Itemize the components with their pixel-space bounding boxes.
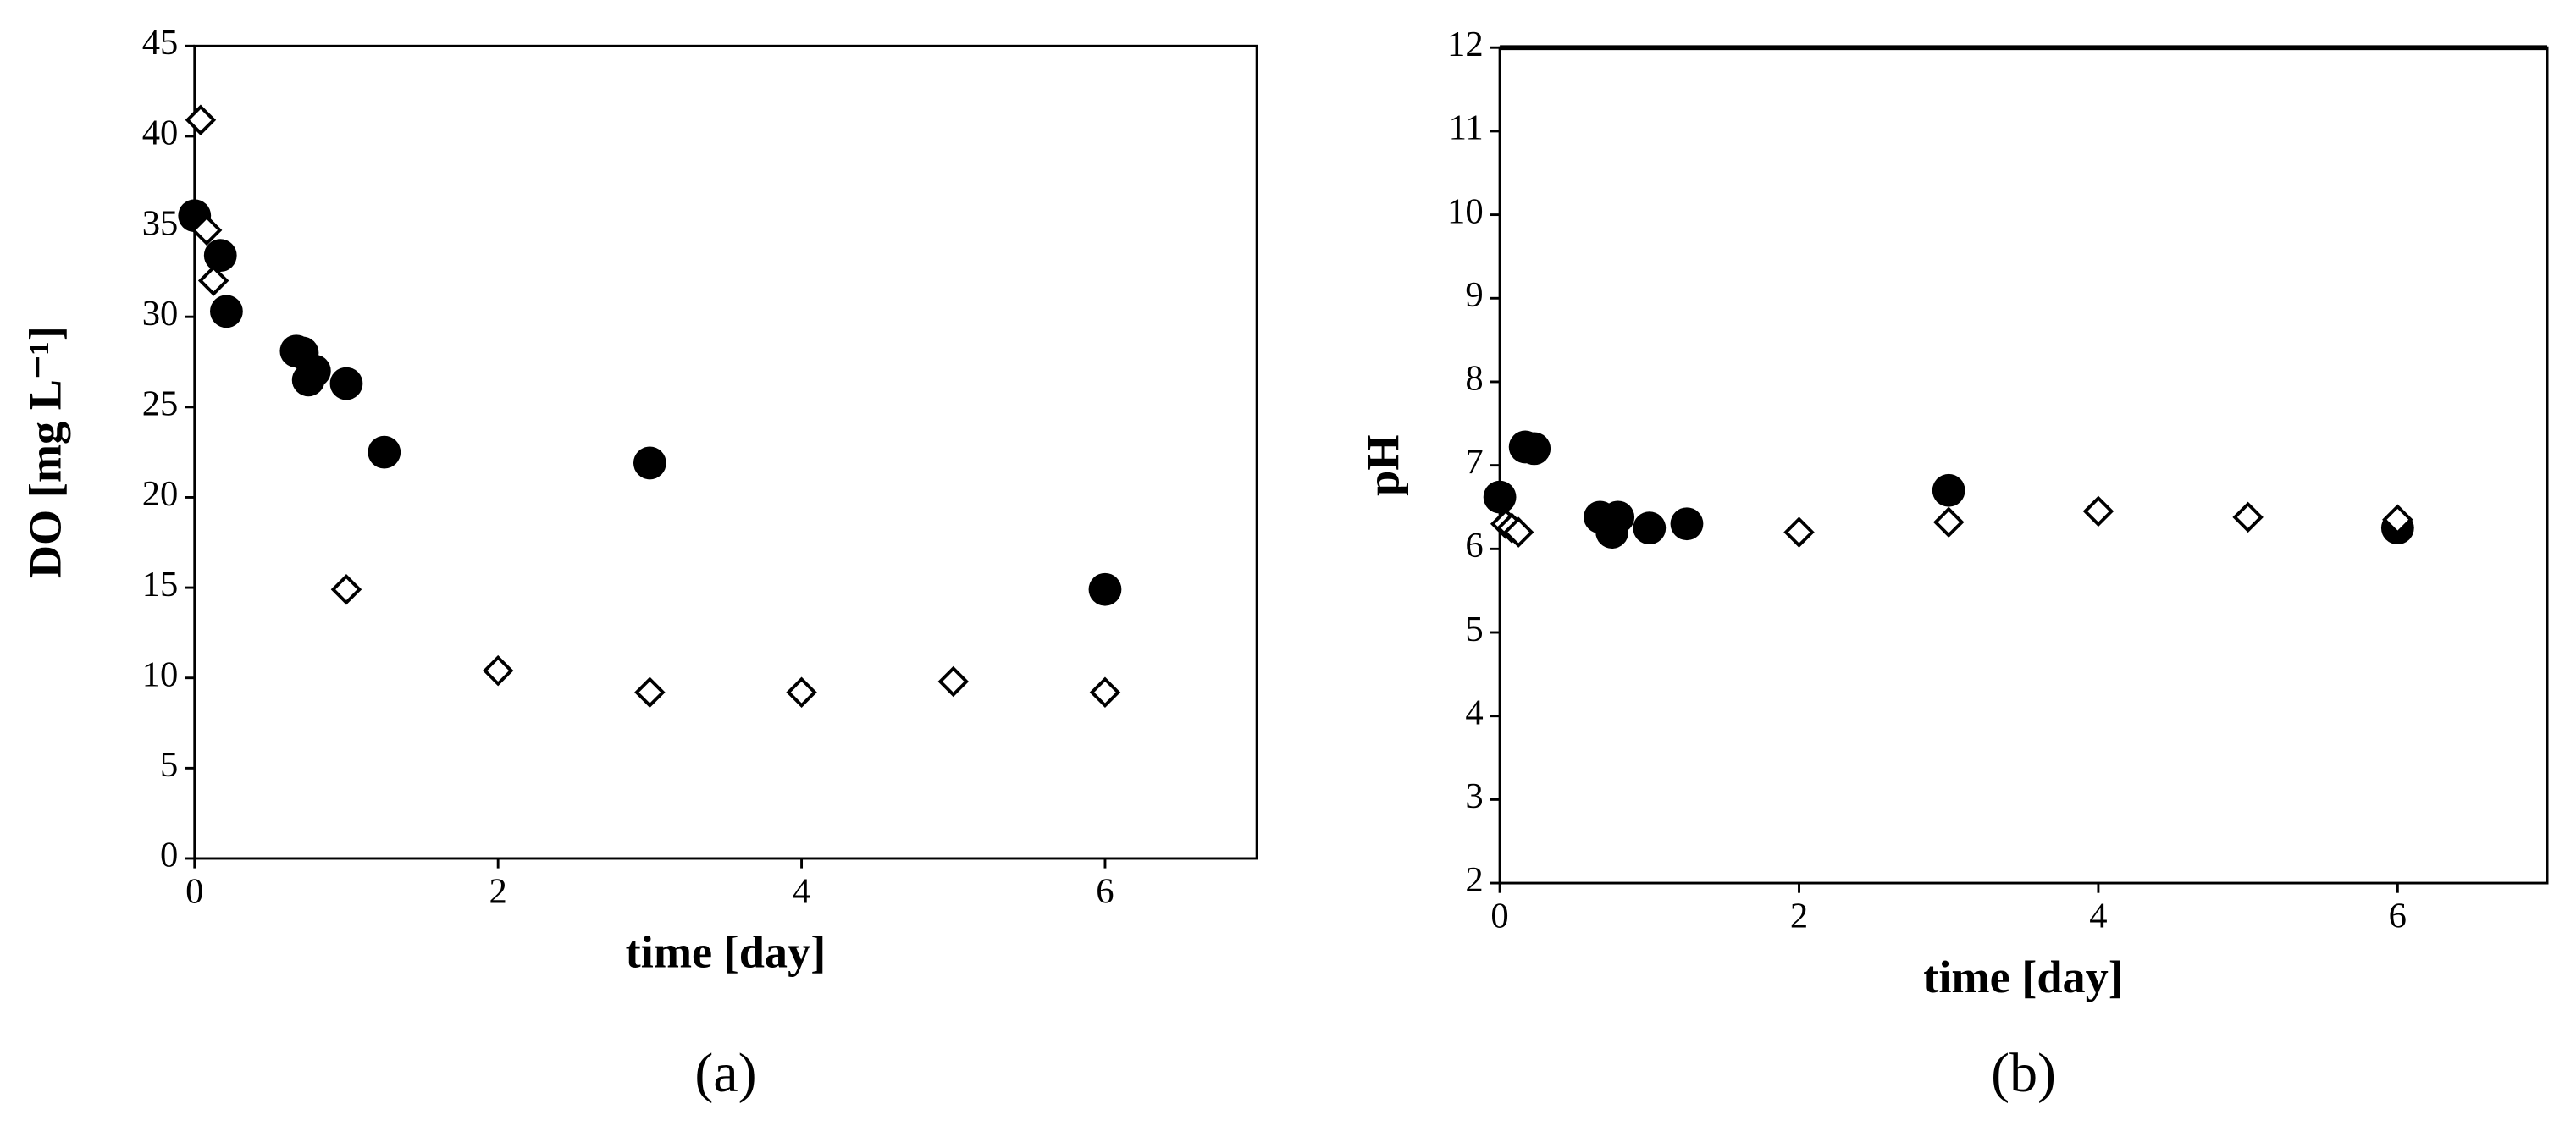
y-tick-label: 10	[142, 654, 179, 694]
diamond-point	[482, 654, 514, 687]
diamond-point	[191, 214, 223, 246]
diamond-point	[330, 573, 362, 605]
circle-point	[1932, 473, 1965, 507]
y-tick-label: 35	[142, 203, 179, 243]
diamond-point	[2382, 504, 2413, 536]
x-tick-label: 0	[185, 871, 203, 911]
circle-point	[291, 363, 325, 397]
diamond-point	[197, 265, 229, 296]
y-tick-label: 10	[1447, 191, 1484, 231]
plot-frame	[193, 44, 1258, 860]
y-tick-label: 6	[1465, 526, 1483, 566]
x-axis-label: time [day]	[1923, 952, 2124, 1002]
y-axis-label: pH	[1358, 434, 1409, 495]
y-tick-label: 25	[142, 384, 179, 424]
diamond-point	[185, 104, 217, 135]
y-tick-label: 20	[142, 474, 179, 514]
y-tick-label: 45	[142, 23, 179, 63]
y-tick-label: 15	[142, 565, 179, 604]
circle-point	[1517, 432, 1551, 466]
x-tick-label: 4	[2089, 896, 2107, 936]
y-tick-label: 5	[1465, 610, 1483, 649]
diamond-point	[937, 665, 970, 698]
diamond-point	[786, 676, 817, 709]
y-tick-label: 30	[142, 294, 179, 334]
diamond-point	[634, 676, 666, 709]
y-tick-label: 9	[1465, 275, 1483, 315]
diamond-point	[1502, 516, 1534, 548]
circle-point	[1670, 507, 1704, 541]
y-tick-label: 4	[1465, 693, 1483, 732]
diamond-point	[1783, 516, 1815, 548]
y-axis-label: DO [mg L⁻¹]	[20, 326, 71, 578]
circle-point	[633, 446, 666, 480]
panel-label: (a)	[694, 1042, 756, 1104]
plot-frame	[1498, 46, 2549, 885]
x-tick-label: 0	[1490, 896, 1508, 936]
diamond-point	[1089, 676, 1121, 709]
circle-point	[1088, 572, 1122, 606]
diamond-point	[2232, 501, 2264, 533]
y-tick-label: 8	[1465, 359, 1483, 399]
panel-label: (b)	[1991, 1042, 2056, 1104]
circle-point	[368, 435, 401, 469]
y-tick-label: 2	[1465, 860, 1483, 900]
y-tick-label: 7	[1465, 442, 1483, 482]
diamond-point	[2082, 495, 2114, 527]
x-axis-label: time [day]	[626, 927, 826, 978]
circle-point	[1601, 500, 1635, 534]
y-tick-label: 12	[1447, 25, 1484, 64]
x-tick-label: 6	[2389, 896, 2407, 936]
y-tick-label: 3	[1465, 776, 1483, 816]
y-tick-label: 5	[160, 745, 178, 785]
diamond-point	[1932, 506, 1965, 538]
x-tick-label: 2	[1790, 896, 1808, 936]
circle-point	[329, 367, 363, 400]
circle-point	[210, 295, 243, 328]
y-tick-label: 11	[1449, 108, 1484, 148]
circle-point	[1483, 480, 1517, 514]
x-tick-label: 6	[1096, 871, 1114, 911]
y-tick-label: 0	[160, 836, 178, 875]
x-tick-label: 4	[793, 871, 810, 911]
circle-point	[1633, 511, 1667, 545]
x-tick-label: 2	[489, 871, 507, 911]
y-tick-label: 40	[142, 113, 179, 153]
circle-point	[203, 239, 237, 273]
